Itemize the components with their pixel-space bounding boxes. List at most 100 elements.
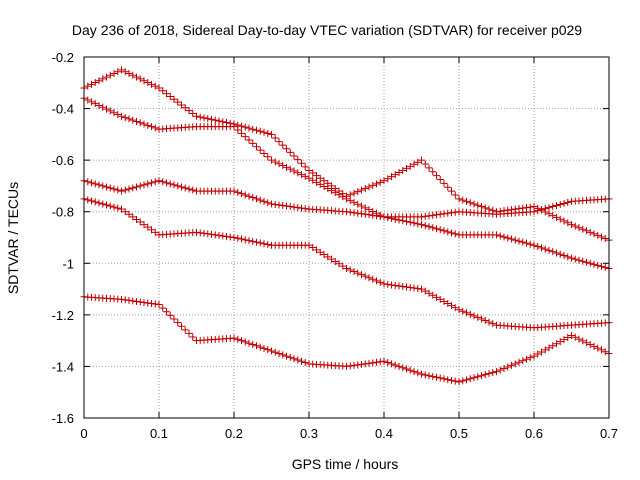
data-point: [159, 87, 167, 95]
data-point: [151, 228, 159, 236]
data-point: [320, 182, 328, 190]
data-point: [189, 333, 197, 341]
data-point: [571, 222, 579, 230]
data-point: [193, 112, 200, 120]
data-point: [121, 296, 129, 304]
data-point: [549, 212, 557, 220]
data-point: [358, 360, 365, 368]
data-point: [271, 200, 279, 208]
data-point: [114, 68, 122, 76]
data-point: [219, 232, 227, 240]
data-point: [316, 174, 324, 182]
data-point: [148, 226, 155, 234]
data-point: [511, 360, 519, 368]
data-point: [346, 208, 354, 216]
data-point: [125, 185, 133, 193]
data-point: [440, 227, 448, 235]
data-point: [526, 354, 534, 362]
data-point: [358, 210, 365, 218]
data-point: [466, 375, 474, 383]
data-point: [238, 235, 245, 243]
data-point: [144, 223, 152, 231]
data-point: [440, 179, 448, 187]
data-point: [88, 80, 95, 88]
data-point: [594, 231, 602, 239]
x-tick-label: 0: [80, 426, 87, 441]
data-point: [444, 209, 452, 217]
data-point: [260, 344, 268, 352]
data-point: [380, 177, 388, 185]
data-point: [313, 172, 320, 180]
y-tick-label: -1.6: [52, 411, 74, 426]
data-point: [260, 128, 268, 136]
data-point: [256, 196, 264, 204]
data-point: [181, 326, 189, 334]
data-point: [133, 73, 140, 81]
data-point: [256, 239, 264, 247]
data-point: [421, 160, 429, 168]
data-point: [283, 145, 290, 153]
data-point: [268, 156, 275, 164]
data-point: [241, 123, 249, 131]
data-point: [234, 234, 242, 242]
axes: 0 0.1 0.2 0.3 0.4 0.5 0.6 0.7 -1.6 -1.4 -1.2 -1 -0.8…: [52, 50, 618, 441]
data-point: [515, 358, 523, 366]
data-point: [545, 344, 553, 352]
data-point: [575, 335, 583, 343]
data-point: [193, 228, 200, 236]
data-point: [350, 268, 358, 276]
data-point: [425, 289, 433, 297]
data-point: [279, 351, 287, 359]
data-point: [170, 315, 178, 323]
data-point: [429, 224, 437, 232]
data-point: [125, 210, 133, 218]
data-point: [129, 71, 137, 79]
data-point: [234, 126, 242, 134]
data-point: [155, 84, 163, 92]
data-point: [99, 103, 107, 111]
data-point: [361, 272, 369, 280]
data-point: [504, 234, 512, 242]
data-point: [350, 361, 358, 369]
data-point: [406, 162, 414, 170]
data-point: [410, 284, 418, 292]
data-point: [470, 312, 478, 320]
data-point: [313, 178, 320, 186]
data-point: [418, 370, 425, 378]
data-point: [114, 186, 122, 194]
data-point: [279, 141, 287, 149]
data-point: [575, 224, 583, 232]
data-point: [429, 168, 437, 176]
data-point: [583, 258, 590, 266]
data-point: [354, 361, 362, 369]
data-point: [298, 171, 305, 179]
data-point: [253, 195, 260, 203]
data-point: [144, 299, 152, 307]
data-point: [583, 227, 590, 235]
data-point: [166, 92, 174, 100]
data-point: [125, 70, 133, 78]
data-point: [121, 186, 129, 194]
data-point: [346, 197, 354, 205]
data-point: [268, 200, 275, 208]
data-point: [500, 364, 508, 372]
data-point: [185, 329, 193, 337]
data-point: [358, 186, 365, 194]
data-point: [215, 231, 223, 239]
data-point: [196, 113, 204, 121]
data-point: [301, 163, 309, 171]
data-point: [230, 334, 238, 342]
data-point: [301, 172, 309, 180]
data-point: [140, 77, 148, 85]
data-point: [500, 233, 508, 241]
data-point: [249, 237, 257, 245]
data-point: [534, 243, 542, 251]
data-point: [95, 77, 103, 85]
data-point: [361, 360, 369, 368]
data-point: [485, 370, 493, 378]
data-point: [463, 309, 470, 317]
data-point: [451, 191, 459, 199]
data-point: [245, 339, 253, 347]
data-point: [185, 185, 193, 193]
data-point: [275, 138, 283, 146]
